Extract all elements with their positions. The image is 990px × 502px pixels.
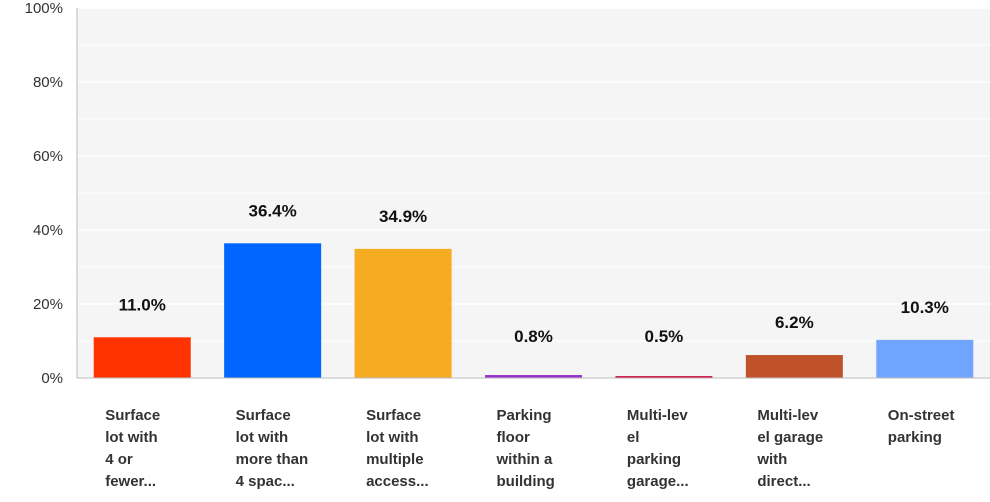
category-label-line: 4 spac...	[236, 473, 295, 490]
category-label: Multi-lev el garage with direct...	[756, 407, 823, 490]
category-label: Parking floor within a building	[496, 407, 555, 490]
category-label-line: 4 or	[105, 451, 133, 468]
category-label-line: parking	[888, 429, 942, 446]
y-axis-ticks: 0% 20% 40% 60% 80% 100%	[25, 0, 63, 387]
value-label: 36.4%	[249, 201, 297, 220]
category-label-line: building	[497, 473, 555, 490]
value-label: 11.0%	[119, 295, 166, 314]
y-tick-label: 40%	[33, 222, 63, 239]
category-label-line: multiple	[366, 451, 424, 468]
y-tick-label: 80%	[33, 74, 63, 91]
category-label-line: lot with	[236, 429, 289, 446]
value-label: 0.8%	[514, 327, 553, 346]
category-label-line: lot with	[366, 429, 419, 446]
y-tick-label: 60%	[33, 148, 63, 165]
value-label: 10.3%	[901, 298, 949, 317]
bar	[354, 248, 452, 378]
category-label-line: garage...	[627, 473, 689, 490]
category-label-line: Multi-lev	[627, 407, 688, 424]
category-label-line: el garage	[757, 429, 823, 446]
category-label-line: more than	[236, 451, 309, 468]
category-label-line: within a	[496, 451, 553, 468]
category-label-line: with	[756, 451, 787, 468]
category-label-line: direct...	[757, 473, 810, 490]
category-label: Multi-lev el parking garage...	[627, 407, 689, 490]
value-label: 0.5%	[645, 327, 684, 346]
category-label-line: On-street	[888, 407, 955, 424]
bar	[876, 339, 974, 378]
category-label: On-street parking	[888, 407, 955, 446]
category-label-line: Surface	[366, 407, 421, 424]
category-label-line: access...	[366, 473, 429, 490]
bar	[615, 376, 713, 378]
bar	[224, 243, 322, 378]
y-tick-label: 0%	[41, 370, 63, 387]
category-label-line: Multi-lev	[757, 407, 818, 424]
bar	[485, 375, 582, 378]
category-label-line: Surface	[236, 407, 291, 424]
bar	[745, 355, 843, 378]
y-tick-label: 20%	[33, 296, 63, 313]
category-label-line: floor	[497, 429, 530, 446]
category-label-line: Surface	[105, 407, 160, 424]
category-label: Surface lot with 4 or fewer...	[105, 407, 160, 490]
category-label-line: fewer...	[105, 473, 156, 490]
value-label: 6.2%	[775, 313, 814, 332]
value-label: 34.9%	[379, 207, 427, 226]
bar	[93, 337, 191, 378]
bars	[93, 243, 974, 378]
category-labels: Surface lot with 4 or fewer... Surface lot wi…	[105, 407, 954, 490]
category-label-line: Parking	[497, 407, 552, 424]
category-label: Surface lot with multiple access...	[366, 407, 429, 490]
category-label-line: el	[627, 429, 640, 446]
category-label: Surface lot with more than 4 spac...	[236, 407, 309, 490]
y-tick-label: 100%	[25, 0, 63, 17]
value-labels: 11.0% 36.4% 34.9% 0.8% 0.5% 6.2% 10.3%	[119, 201, 949, 346]
category-label-line: lot with	[105, 429, 158, 446]
category-label-line: parking	[627, 451, 681, 468]
